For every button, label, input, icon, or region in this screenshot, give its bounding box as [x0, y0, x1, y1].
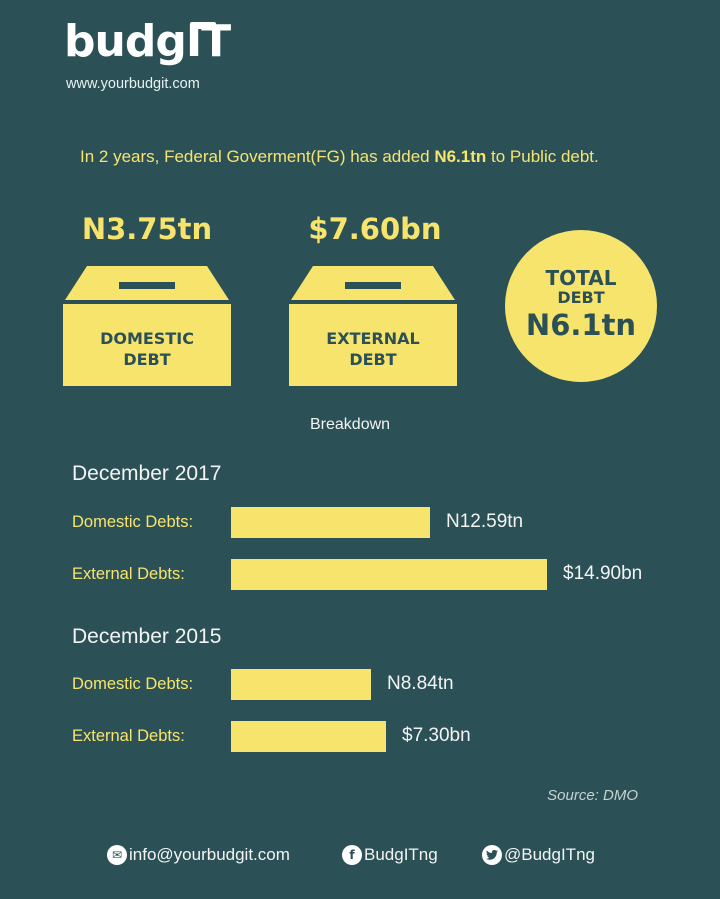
website-url[interactable]: www.yourbudgit.com — [66, 76, 200, 92]
footer-email-text: info@yourbudgit.com — [129, 845, 290, 864]
total-label-line1: TOTAL — [545, 266, 617, 290]
bar-value-2015-external: $7.30bn — [402, 725, 471, 746]
row-label-2015-external: External Debts: — [72, 727, 185, 745]
bar-2017-external — [231, 559, 547, 590]
intro-text-before: In 2 years, Federal Goverment(FG) has ad… — [80, 147, 435, 166]
bar-value-2017-external: $14.90bn — [563, 563, 643, 584]
footer-twitter[interactable]: @BudgITng — [482, 845, 595, 865]
facebook-icon: f — [342, 845, 362, 865]
total-debt-value: N6.1tn — [525, 308, 637, 342]
external-label-line1: EXTERNAL — [326, 329, 420, 348]
row-label-2017-domestic: Domestic Debts: — [72, 513, 194, 531]
logo-accent-bar — [190, 22, 216, 29]
domestic-debt-value: N3.75tn — [81, 212, 213, 246]
external-debt-value: $7.60bn — [308, 212, 442, 246]
footer-email[interactable]: ✉ info@yourbudgit.com — [107, 845, 290, 865]
domestic-debt-label: DOMESTIC DEBT — [63, 328, 231, 370]
period-2017-heading: December 2017 — [72, 462, 222, 485]
footer-facebook-text: BudgITng — [364, 845, 438, 864]
twitter-icon — [482, 845, 502, 865]
external-label-line2: DEBT — [349, 350, 397, 369]
total-label-line2: DEBT — [557, 288, 605, 307]
footer-facebook[interactable]: f BudgITng — [342, 845, 438, 865]
footer-twitter-text: @BudgITng — [504, 845, 595, 864]
domestic-ballot-box-icon — [63, 266, 231, 386]
intro-highlight: N6.1tn — [434, 147, 487, 166]
intro-text-after: to Public debt. — [486, 147, 599, 166]
domestic-label-line2: DEBT — [123, 350, 171, 369]
bar-value-2015-domestic: N8.84tn — [387, 673, 454, 694]
total-debt-circle: TOTAL DEBT N6.1tn — [505, 230, 657, 382]
bar-value-2017-domestic: N12.59tn — [446, 511, 524, 532]
mail-icon: ✉ — [107, 845, 127, 865]
bar-2015-external — [231, 721, 386, 752]
intro-text: In 2 years, Federal Goverment(FG) has ad… — [80, 146, 640, 168]
external-ballot-box-icon — [289, 266, 457, 386]
row-label-2015-domestic: Domestic Debts: — [72, 675, 194, 693]
period-2015-heading: December 2015 — [72, 625, 222, 648]
source-note: Source: DMO — [547, 787, 638, 804]
row-label-2017-external: External Debts: — [72, 565, 185, 583]
external-debt-label: EXTERNAL DEBT — [289, 328, 457, 370]
domestic-label-line1: DOMESTIC — [100, 329, 194, 348]
bar-2015-domestic — [231, 669, 371, 700]
bar-2017-domestic — [231, 507, 430, 538]
breakdown-heading: Breakdown — [310, 416, 391, 433]
